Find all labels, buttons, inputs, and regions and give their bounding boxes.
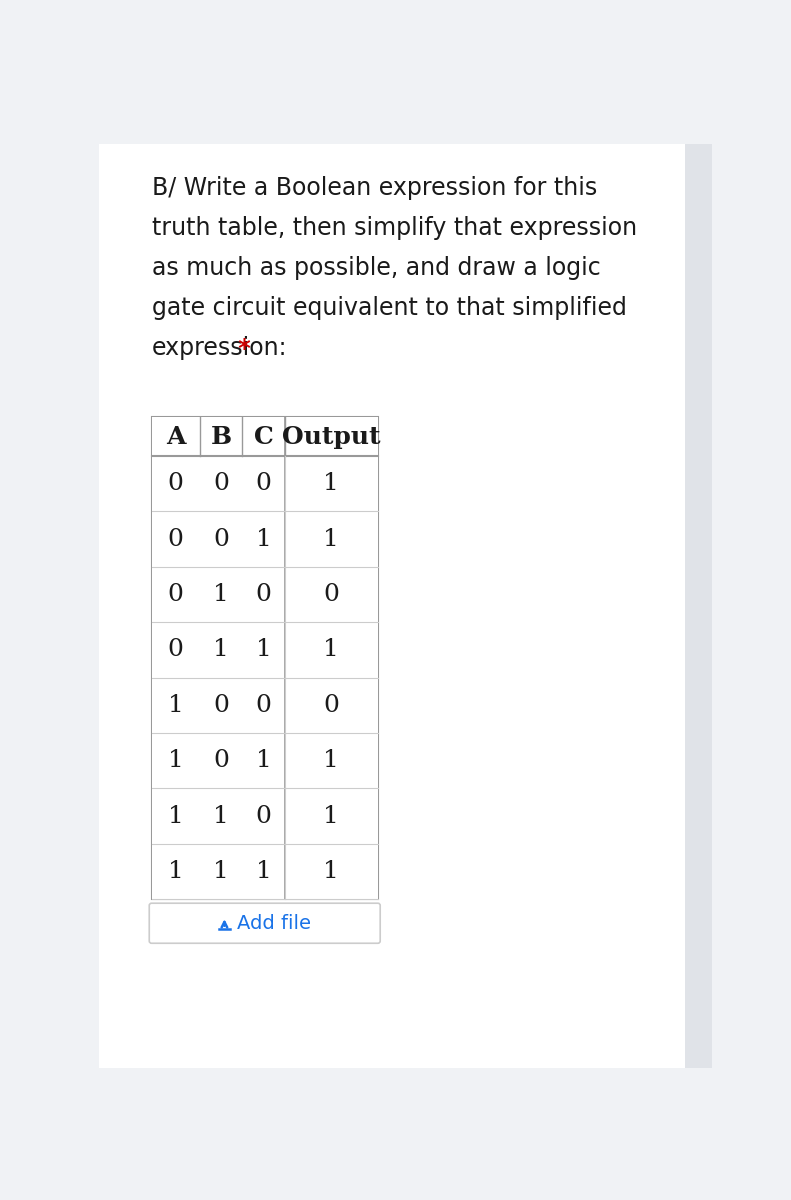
- Text: Add file: Add file: [237, 913, 311, 932]
- Bar: [152, 456, 378, 511]
- Text: B: B: [210, 425, 232, 449]
- Text: 1: 1: [213, 638, 229, 661]
- Text: 1: 1: [255, 528, 271, 551]
- Text: 1: 1: [324, 805, 339, 828]
- Bar: [152, 511, 378, 566]
- Text: 0: 0: [324, 694, 339, 716]
- Text: A: A: [166, 425, 185, 449]
- Text: gate circuit equivalent to that simplified: gate circuit equivalent to that simplifi…: [152, 296, 626, 320]
- Bar: [152, 678, 378, 733]
- Text: 0: 0: [168, 638, 184, 661]
- Text: B/ Write a Boolean expression for this: B/ Write a Boolean expression for this: [152, 176, 597, 200]
- Text: as much as possible, and draw a logic: as much as possible, and draw a logic: [152, 257, 600, 281]
- Bar: [152, 418, 378, 456]
- Text: 0: 0: [324, 583, 339, 606]
- Text: 0: 0: [213, 472, 229, 496]
- Text: 0: 0: [213, 749, 229, 773]
- Bar: [152, 622, 378, 678]
- Text: 1: 1: [324, 528, 339, 551]
- Bar: [685, 144, 712, 1068]
- Bar: [152, 418, 378, 899]
- Text: 0: 0: [168, 472, 184, 496]
- Bar: [152, 566, 378, 622]
- Text: 0: 0: [255, 472, 271, 496]
- Text: 1: 1: [213, 805, 229, 828]
- Text: 0: 0: [255, 583, 271, 606]
- Bar: [152, 733, 378, 788]
- Text: 0: 0: [255, 694, 271, 716]
- Text: 1: 1: [324, 749, 339, 773]
- Text: 0: 0: [168, 528, 184, 551]
- Text: C: C: [254, 425, 274, 449]
- Text: 1: 1: [168, 805, 184, 828]
- Text: Output: Output: [282, 425, 380, 449]
- Text: 1: 1: [324, 860, 339, 883]
- Text: 0: 0: [213, 694, 229, 716]
- Text: 1: 1: [168, 694, 184, 716]
- Text: 0: 0: [168, 583, 184, 606]
- Text: 1: 1: [168, 860, 184, 883]
- Text: 1: 1: [255, 860, 271, 883]
- Text: *: *: [230, 336, 251, 360]
- Text: 1: 1: [168, 749, 184, 773]
- Text: 1: 1: [255, 749, 271, 773]
- Text: 0: 0: [255, 805, 271, 828]
- Bar: [152, 788, 378, 844]
- FancyBboxPatch shape: [149, 904, 380, 943]
- Text: 1: 1: [324, 472, 339, 496]
- Text: truth table, then simplify that expression: truth table, then simplify that expressi…: [152, 216, 637, 240]
- Text: 1: 1: [324, 638, 339, 661]
- Bar: [152, 844, 378, 899]
- Text: 1: 1: [255, 638, 271, 661]
- Text: 0: 0: [213, 528, 229, 551]
- Text: 1: 1: [213, 860, 229, 883]
- Text: 1: 1: [213, 583, 229, 606]
- Text: expression:: expression:: [152, 336, 287, 360]
